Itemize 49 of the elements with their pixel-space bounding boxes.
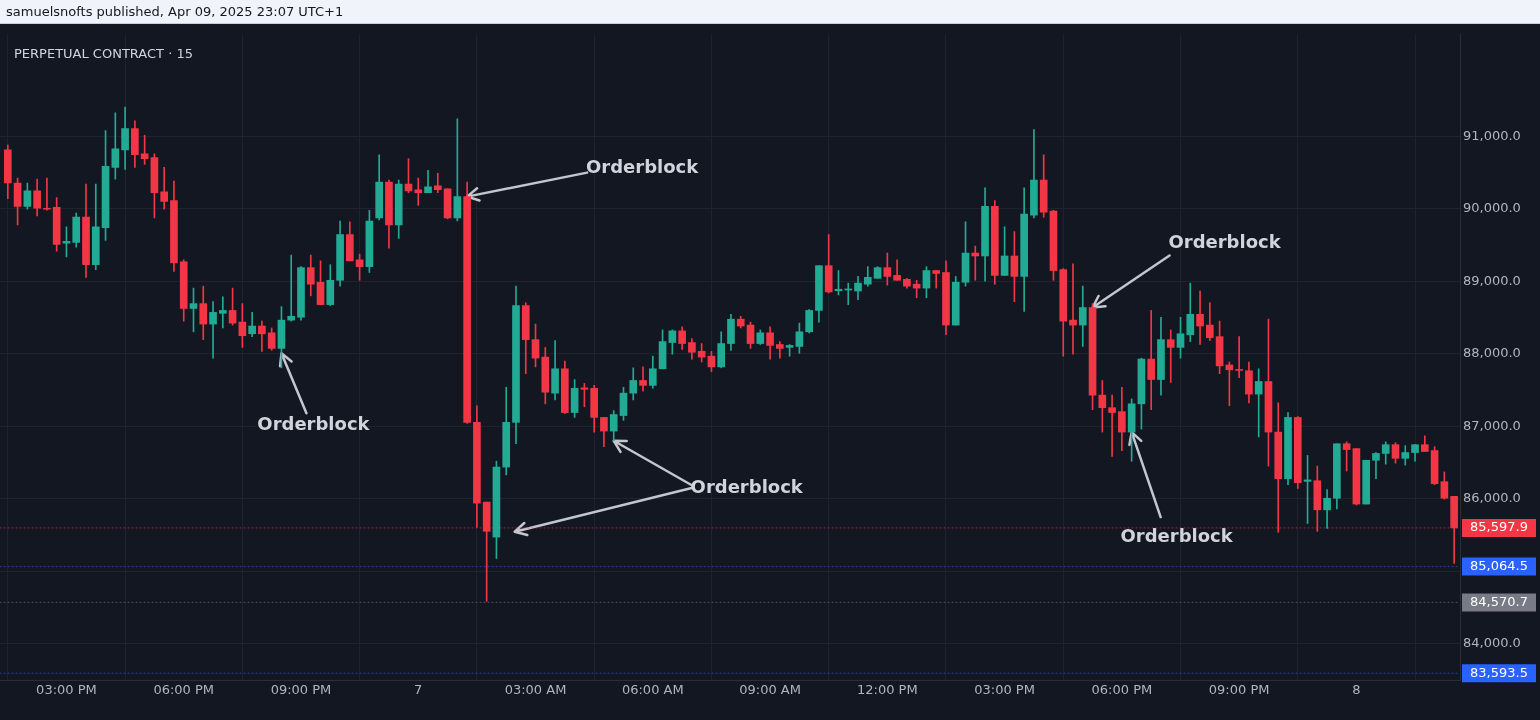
y-tick-label: 91,000.0 [1463,127,1521,143]
candlestick [932,270,941,289]
candlestick [209,301,217,359]
x-tick-label: 03:00 PM [974,682,1035,698]
x-tick-label: 09:00 AM [739,682,801,698]
x-tick-label: 03:00 PM [36,682,97,698]
candlestick [893,259,901,281]
ref-line-label: 83,593.5 [1470,664,1528,680]
candlestick [414,177,423,206]
candlestick [433,172,442,194]
candlestick [1098,380,1107,433]
x-tick-label: 7 [414,682,423,698]
candlestick [218,296,227,329]
candlestick [287,254,296,322]
candlestick [1235,336,1243,378]
y-tick-label: 89,000.0 [1463,272,1521,288]
x-tick-label: 09:00 PM [270,682,332,698]
annotation: Orderblock [586,156,700,178]
candlestick [160,167,169,210]
x-tick-label: 8 [1352,682,1361,698]
x-tick-label: 06:00 PM [153,682,215,698]
candlestick [1254,368,1263,438]
candlestick [639,366,647,392]
x-tick-label: 09:00 PM [1208,682,1270,698]
ref-line-label: 84,570.7 [1470,593,1528,609]
candlestick [1147,310,1156,410]
y-tick-label: 88,000.0 [1463,345,1521,361]
y-tick-label: 90,000.0 [1463,200,1521,216]
ref-line-label: 85,597.9 [1470,519,1528,535]
annotation: Orderblock [1120,524,1234,546]
text: PERPETUAL CONTRACT · 15 [14,46,193,62]
x-tick-label: 06:00 PM [1091,682,1153,698]
candlestick [258,320,266,352]
chart-title: samuelsnofts published, Apr 09, 2025 23:07 UTC+1 [0,0,1540,24]
y-tick-label: 84,000.0 [1463,635,1521,651]
y-tick-label: 86,000.0 [1463,490,1521,506]
x-tick-label: 03:00 AM [504,682,567,698]
y-tick-label: 87,000.0 [1463,417,1521,433]
candlestick [1196,290,1204,345]
candlestick [1069,263,1077,355]
x-tick-label: 06:00 AM [621,682,684,698]
annotation: Orderblock [1168,231,1282,253]
annotation: Orderblock [690,476,804,498]
candlestick [1108,394,1116,457]
x-tick-label: 12:00 PM [857,682,918,698]
annotation: Orderblock [257,412,371,434]
candlestick [1166,329,1175,383]
candlestick [43,177,51,211]
ref-line-label: 85,064.5 [1470,557,1528,573]
